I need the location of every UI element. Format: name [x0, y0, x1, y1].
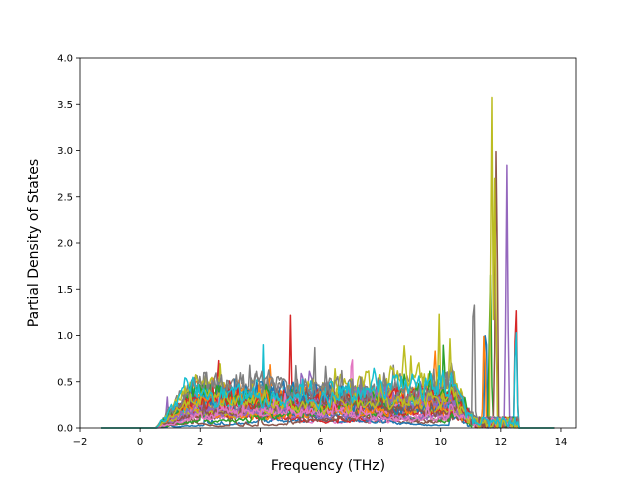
y-tick-label: 1.0: [57, 331, 73, 342]
series-layer: [101, 96, 555, 429]
pdos-series-line: [101, 365, 555, 429]
x-tick-label: 0: [137, 437, 143, 448]
y-tick-label: 2.5: [57, 192, 73, 203]
y-tick-label: 2.0: [57, 239, 73, 250]
x-tick-label: 8: [377, 437, 383, 448]
x-tick-label: 14: [555, 437, 568, 448]
y-tick-label: 1.5: [57, 285, 73, 296]
y-tick-label: 0.0: [57, 424, 73, 435]
plot-area: [79, 57, 577, 429]
y-tick-label: 4.0: [57, 54, 73, 65]
x-tick-label: 6: [317, 437, 323, 448]
x-axis-ticks: −2 0 2 4 6 8 10 12 14: [73, 428, 568, 448]
y-axis-label: Partial Density of States: [26, 159, 42, 327]
x-tick-label: 2: [197, 437, 203, 448]
y-tick-label: 3.5: [57, 100, 73, 111]
x-tick-label: 10: [434, 437, 447, 448]
x-tick-label: −2: [73, 437, 88, 448]
y-axis-ticks: 0.0 0.5 1.0 1.5 2.0 2.5 3.0 3.5 4.0: [57, 54, 80, 435]
x-tick-label: 12: [494, 437, 507, 448]
y-tick-label: 3.0: [57, 146, 73, 157]
x-tick-label: 4: [257, 437, 263, 448]
x-axis-label: Frequency (THz): [271, 458, 385, 474]
y-tick-label: 0.5: [57, 377, 73, 388]
